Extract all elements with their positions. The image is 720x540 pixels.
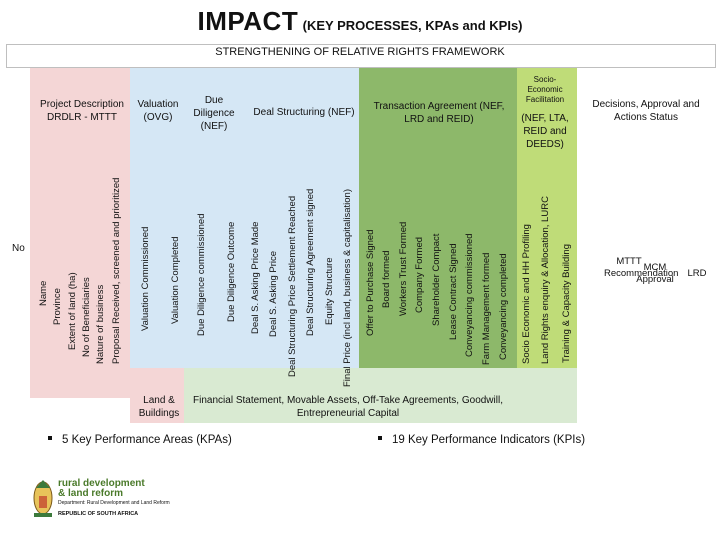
column-label-project-3: Extent of land (ha): [67, 272, 78, 350]
column-label-project-1: Name: [38, 280, 49, 306]
band-valuation: [130, 68, 184, 368]
column-label-deal_structuring-4: Deal Structuring Agreement signed: [305, 188, 316, 336]
column-label-transaction-8: Farm Management formed: [481, 252, 492, 365]
column-label-valuation-2: Valuation Completed: [170, 236, 181, 325]
column-label-project-2: Province: [52, 288, 63, 325]
logo-line4: REPUBLIC OF SOUTH AFRICA: [58, 511, 139, 517]
logo-line2: & land reform: [58, 488, 124, 499]
kpi-label: 19 Key Performance Indicators (KPIs): [392, 434, 586, 446]
column-label-transaction-6: Lease Contract Signed: [448, 243, 459, 340]
department-logo: rural development & land reform Departme…: [30, 478, 190, 520]
logo-line3: Department: Rural Development and Land R…: [58, 500, 170, 506]
coat-of-arms-icon: [33, 480, 53, 517]
column-label-deal_structuring-2: Deal S. Asking Price: [268, 250, 279, 337]
financial-footer: Financial Statement, Movable Assets, Off…: [193, 395, 503, 419]
column-label-due_diligence-2: Due Diligence Outcome: [226, 221, 237, 322]
column-label-socio-3: Training & Capacity Building: [561, 244, 572, 363]
framework-bar: [6, 44, 716, 68]
band-valuation-lower: [130, 368, 184, 423]
column-label-transaction-9: Conveyancing completed: [498, 253, 509, 360]
header-decisions: Decisions, Approval and Actions Status: [592, 99, 700, 123]
column-label-valuation-1: Valuation Commissioned: [140, 226, 151, 331]
column-label-deal_structuring-3: Deal Structuring Price Settlement Reache…: [287, 195, 298, 377]
bullet-icon: [378, 435, 382, 440]
header-socio-bottom: (NEF, LTA, REID and DEEDS): [521, 112, 569, 150]
framework-title: STRENGTHENING OF RELATIVE RIGHTS FRAMEWO…: [215, 46, 505, 58]
header-deal-structuring: Deal Structuring (NEF): [253, 106, 355, 118]
header-socio-top: Socio-Economic Facilitation: [525, 75, 565, 104]
column-label-deal_structuring-1: Deal S. Asking Price Made: [250, 221, 261, 334]
title-sub: (KEY PROCESSES, KPAs and KPIs): [302, 18, 523, 33]
column-label-project-5: Nature of business: [95, 284, 106, 364]
column-label-transaction-7: Conveyancing commissioned: [464, 233, 475, 357]
header-valuation: Valuation (OVG): [137, 99, 179, 123]
header-project: Project Description DRDLR - MTTT: [40, 99, 124, 123]
column-label-deal_structuring-6: Final Price (incl land, business & capit…: [342, 188, 353, 387]
decision-mcm: MCM Approval: [636, 262, 674, 285]
header-due-diligence: Due Diligence (NEF): [193, 94, 235, 132]
band-due-diligence: [184, 68, 242, 368]
side-label: No: [12, 243, 25, 254]
header-transaction: Transaction Agreement (NEF, LRD and REID…: [373, 101, 505, 125]
column-label-transaction-1: Offer to Purchase Signed: [365, 229, 376, 337]
column-label-socio-2: Land Rights enquiry & Allocation, LURC: [540, 196, 551, 364]
title-main: IMPACT: [197, 6, 299, 36]
column-label-project-6: Proposal Received, screened and prioriti…: [111, 177, 122, 364]
column-label-transaction-2: Board formed: [381, 250, 392, 308]
column-label-transaction-3: Workers Trust Formed: [398, 221, 409, 316]
page-title: IMPACT (KEY PROCESSES, KPAs and KPIs): [0, 6, 720, 37]
bullet-icon: [48, 435, 52, 440]
band-transaction: [359, 68, 517, 368]
column-label-transaction-5: Shareholder Compact: [431, 233, 442, 326]
kpi-text: 19 Key Performance Indicators (KPIs): [378, 434, 585, 446]
column-label-due_diligence-1: Due Diligence commissioned: [196, 213, 207, 337]
valuation-footer: Land & Buildings: [138, 395, 180, 419]
band-financial-lower: [184, 368, 577, 423]
band-deal-structuring: [242, 68, 359, 368]
logo-line1: rural development: [58, 478, 145, 489]
column-label-project-4: No of Beneficiaries: [81, 277, 92, 357]
band-project: [30, 68, 130, 368]
column-label-deal_structuring-5: Equity Structure: [324, 257, 335, 325]
band-project-lower: [30, 368, 130, 398]
kpa-label: 5 Key Performance Areas (KPAs): [62, 434, 232, 446]
kpa-text: 5 Key Performance Areas (KPAs): [48, 434, 232, 446]
decision-mttt: MTTT Recommendation: [604, 256, 679, 279]
band-socio: [517, 68, 577, 368]
column-label-transaction-4: Company Formed: [414, 236, 425, 313]
decision-lrd: LRD: [687, 268, 707, 279]
column-label-socio-1: Socio Economic and HH Profiling: [521, 224, 532, 364]
